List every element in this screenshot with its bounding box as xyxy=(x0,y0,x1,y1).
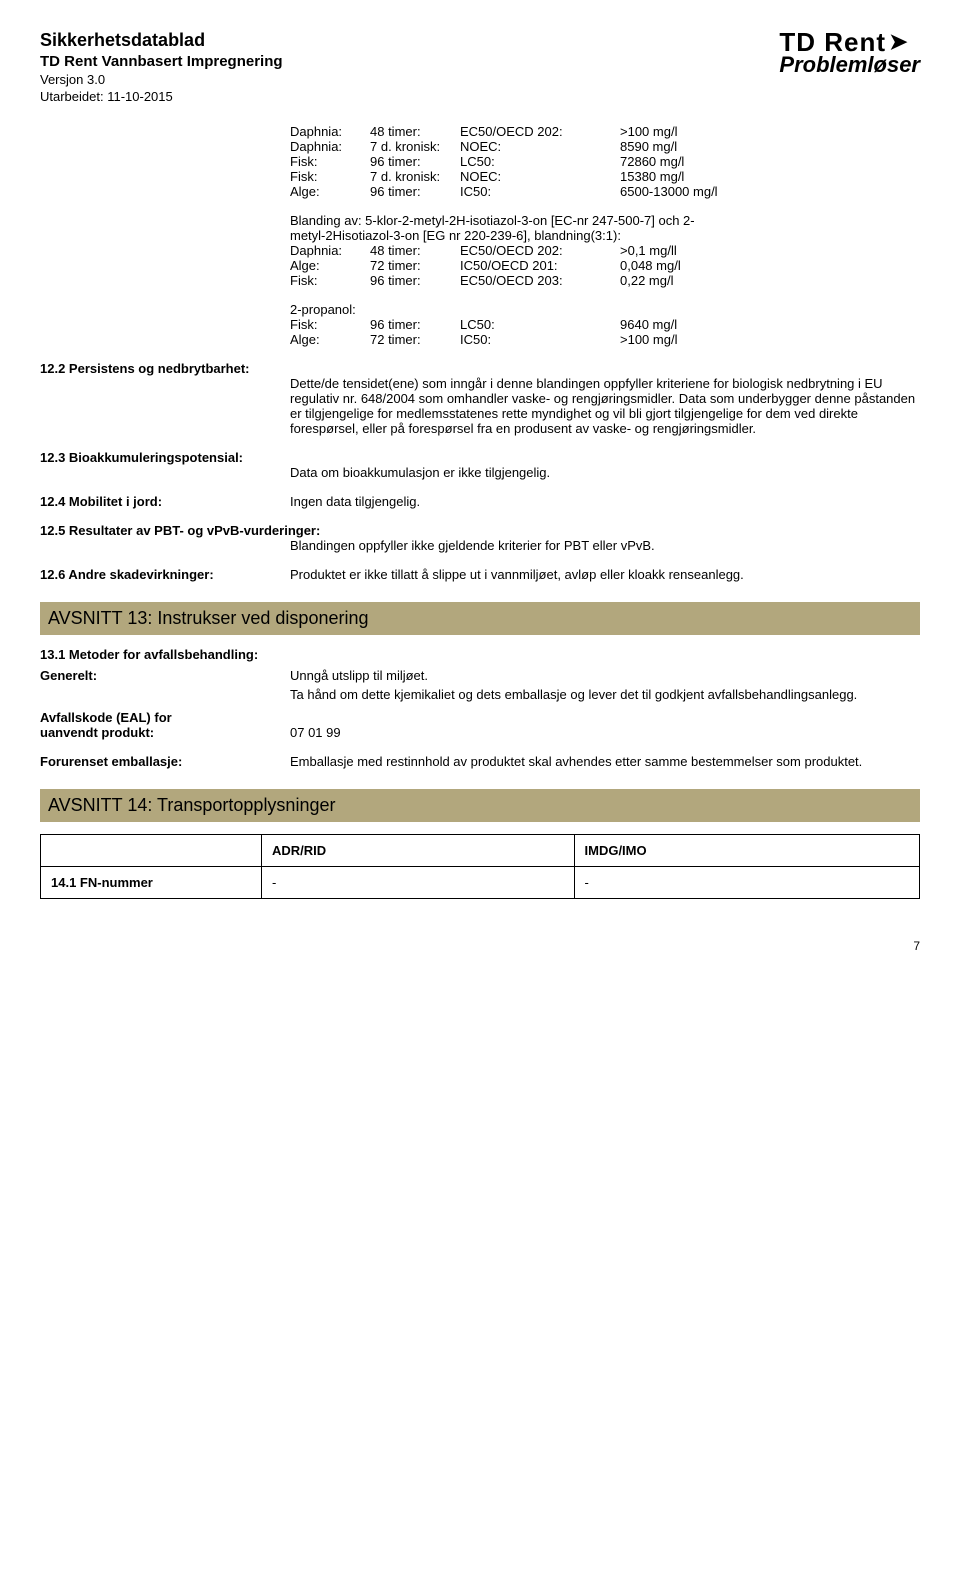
section-12-4-body: Ingen data tilgjengelig. xyxy=(290,494,920,509)
section-12-5-label: 12.5 Resultater av PBT- og vPvB-vurderin… xyxy=(40,523,920,538)
brand-logo: TD Rent ➤ Problemløser xyxy=(779,30,920,76)
general-label: Generelt: xyxy=(40,668,290,683)
brand-tagline: Problemløser xyxy=(779,55,920,76)
section-12-2-body: Dette/de tensidet(ene) som inngår i denn… xyxy=(290,376,920,436)
version: Versjon 3.0 xyxy=(40,72,283,87)
value: >100 mg/l xyxy=(620,124,920,139)
waste-code-label-1: Avfallskode (EAL) for xyxy=(40,710,920,725)
test: EC50/OECD 202: xyxy=(460,124,620,139)
test: EC50/OECD 203: xyxy=(460,273,620,288)
contaminated-packaging-label: Forurenset emballasje: xyxy=(40,754,290,769)
duration: 96 timer: xyxy=(370,184,460,199)
value: 0,048 mg/l xyxy=(620,258,920,273)
blending-intro-2: metyl-2Hisotiazol-3-on [EG nr 220-239-6]… xyxy=(290,228,920,243)
section-12-6-label: 12.6 Andre skadevirkninger: xyxy=(40,567,290,582)
species: Fisk: xyxy=(290,273,370,288)
duration: 96 timer: xyxy=(370,154,460,169)
duration: 72 timer: xyxy=(370,258,460,273)
value: 9640 mg/l xyxy=(620,317,920,332)
waste-code-row: Avfallskode (EAL) for uanvendt produkt: … xyxy=(40,710,920,740)
test: LC50: xyxy=(460,154,620,169)
value: >100 mg/l xyxy=(620,332,920,347)
date: Utarbeidet: 11-10-2015 xyxy=(40,89,283,104)
section-13-band: AVSNITT 13: Instrukser ved disponering xyxy=(40,602,920,635)
section-12-6-body: Produktet er ikke tillatt å slippe ut i … xyxy=(290,567,920,582)
test: EC50/OECD 202: xyxy=(460,243,620,258)
general-line-1: Unngå utslipp til miljøet. xyxy=(290,668,920,683)
transport-table: ADR/RID IMDG/IMO 14.1 FN-nummer - - xyxy=(40,834,920,899)
section-12-3: 12.3 Bioakkumuleringspotensial: Data om … xyxy=(40,450,920,480)
species: Daphnia: xyxy=(290,139,370,154)
tox-block-1: Daphnia:48 timer:EC50/OECD 202:>100 mg/l… xyxy=(290,124,920,199)
doc-title: Sikkerhetsdatablad xyxy=(40,30,283,51)
species: Daphnia: xyxy=(290,124,370,139)
species: Fisk: xyxy=(290,317,370,332)
species: Daphnia: xyxy=(290,243,370,258)
species: Alge: xyxy=(290,184,370,199)
section-13-1-label: 13.1 Metoder for avfallsbehandling: xyxy=(40,647,920,662)
value: 72860 mg/l xyxy=(620,154,920,169)
contaminated-packaging-row: Forurenset emballasje: Emballasje med re… xyxy=(40,754,920,769)
section-12-3-label: 12.3 Bioakkumuleringspotensial: xyxy=(40,450,920,465)
duration: 48 timer: xyxy=(370,243,460,258)
section-12-4-label: 12.4 Mobilitet i jord: xyxy=(40,494,290,509)
section-12-5-body: Blandingen oppfyller ikke gjeldende krit… xyxy=(290,538,920,553)
table-header-adr: ADR/RID xyxy=(262,835,575,867)
value: 0,22 mg/l xyxy=(620,273,920,288)
brand-name: TD Rent ➤ xyxy=(779,30,920,55)
duration: 72 timer: xyxy=(370,332,460,347)
section-12-3-body: Data om bioakkumulasjon er ikke tilgjeng… xyxy=(290,465,920,480)
header-left: Sikkerhetsdatablad TD Rent Vannbasert Im… xyxy=(40,30,283,104)
section-12-5: 12.5 Resultater av PBT- og vPvB-vurderin… xyxy=(40,523,920,553)
value: 15380 mg/l xyxy=(620,169,920,184)
table-row-label: 14.1 FN-nummer xyxy=(41,867,262,899)
table-cell-adr: - xyxy=(262,867,575,899)
blending-block: Blanding av: 5-klor-2-metyl-2H-isotiazol… xyxy=(290,213,920,288)
duration: 96 timer: xyxy=(370,317,460,332)
waste-code-value: 07 01 99 xyxy=(290,725,920,740)
section-13-1-general: Generelt: Unngå utslipp til miljøet. Ta … xyxy=(40,668,920,706)
test: IC50/OECD 201: xyxy=(460,258,620,273)
test: NOEC: xyxy=(460,139,620,154)
general-body: Unngå utslipp til miljøet. Ta hånd om de… xyxy=(290,668,920,706)
duration: 96 timer: xyxy=(370,273,460,288)
species: Fisk: xyxy=(290,154,370,169)
test: IC50: xyxy=(460,184,620,199)
general-line-2: Ta hånd om dette kjemikaliet og dets emb… xyxy=(290,687,920,702)
section-12-2: 12.2 Persistens og nedbrytbarhet: Dette/… xyxy=(40,361,920,436)
section-12-6: 12.6 Andre skadevirkninger: Produktet er… xyxy=(40,567,920,582)
duration: 48 timer: xyxy=(370,124,460,139)
product-name: TD Rent Vannbasert Impregnering xyxy=(40,53,283,70)
blending-intro-1: Blanding av: 5-klor-2-metyl-2H-isotiazol… xyxy=(290,213,920,228)
test: LC50: xyxy=(460,317,620,332)
test: NOEC: xyxy=(460,169,620,184)
waste-code-label-2: uanvendt produkt: xyxy=(40,725,290,740)
section-12-4: 12.4 Mobilitet i jord: Ingen data tilgje… xyxy=(40,494,920,509)
table-cell-imdg: - xyxy=(574,867,920,899)
value: 6500-13000 mg/l xyxy=(620,184,920,199)
species: Alge: xyxy=(290,332,370,347)
content: Daphnia:48 timer:EC50/OECD 202:>100 mg/l… xyxy=(40,124,920,953)
page-header: Sikkerhetsdatablad TD Rent Vannbasert Im… xyxy=(40,30,920,104)
value: 8590 mg/l xyxy=(620,139,920,154)
contaminated-packaging-body: Emballasje med restinnhold av produktet … xyxy=(290,754,920,769)
section-14-band: AVSNITT 14: Transportopplysninger xyxy=(40,789,920,822)
page-number: 7 xyxy=(40,939,920,953)
species: Fisk: xyxy=(290,169,370,184)
propanol-title: 2-propanol: xyxy=(290,302,920,317)
table-header-empty xyxy=(41,835,262,867)
test: IC50: xyxy=(460,332,620,347)
propanol-block: 2-propanol: Fisk:96 timer:LC50:9640 mg/l… xyxy=(290,302,920,347)
species: Alge: xyxy=(290,258,370,273)
table-header-imdg: IMDG/IMO xyxy=(574,835,920,867)
duration: 7 d. kronisk: xyxy=(370,169,460,184)
duration: 7 d. kronisk: xyxy=(370,139,460,154)
value: >0,1 mg/ll xyxy=(620,243,920,258)
section-12-2-label: 12.2 Persistens og nedbrytbarhet: xyxy=(40,361,920,376)
